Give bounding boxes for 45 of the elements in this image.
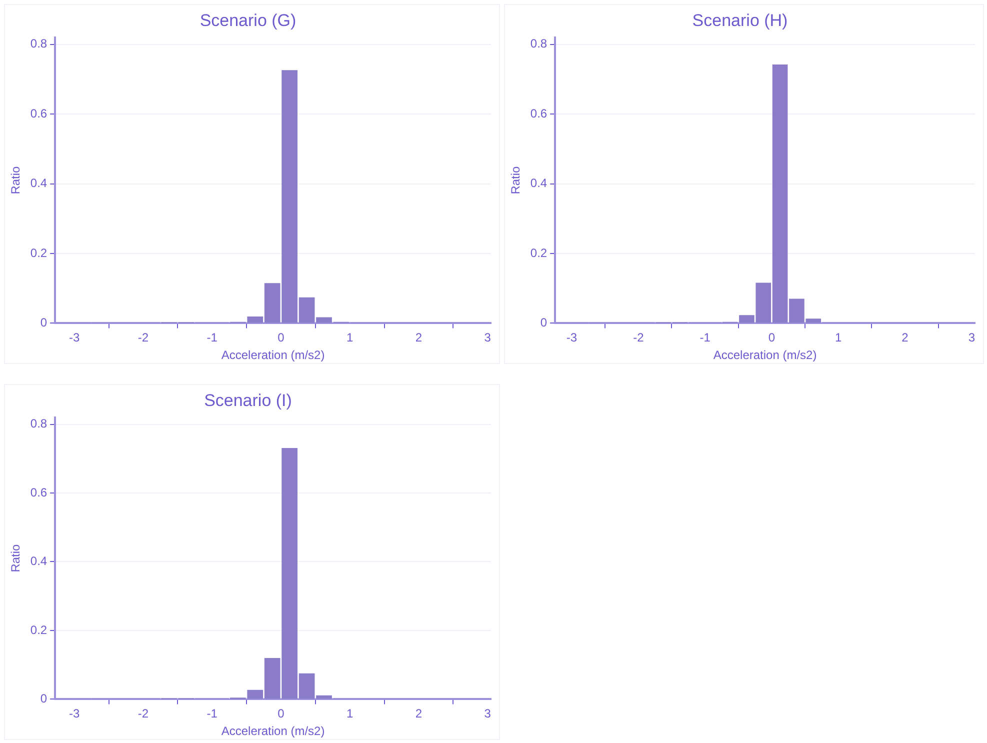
x-tick-label: 3 bbox=[484, 330, 492, 345]
y-tick-label: 0.8 bbox=[530, 36, 548, 51]
y-tick-label: 0.6 bbox=[530, 106, 548, 120]
y-tick-label: 0.2 bbox=[30, 622, 48, 637]
x-tick-label: -2 bbox=[633, 330, 644, 345]
y-tick-label: 0.6 bbox=[30, 485, 48, 500]
y-tick-label: 0.8 bbox=[30, 416, 48, 431]
chart-title: Scenario (G) bbox=[200, 10, 296, 30]
x-tick-label: 1 bbox=[346, 330, 354, 345]
y-tick-label: 0.2 bbox=[30, 246, 48, 260]
y-axis-title: Ratio bbox=[8, 166, 23, 194]
y-tick-label: 0.4 bbox=[30, 176, 48, 190]
x-tick-label: -1 bbox=[206, 330, 218, 345]
x-tick-label: -3 bbox=[69, 706, 80, 721]
x-tick-label: 0 bbox=[768, 330, 776, 345]
x-tick-label: 1 bbox=[835, 330, 842, 345]
chart-title: Scenario (I) bbox=[204, 390, 292, 410]
x-tick-label: 2 bbox=[415, 330, 422, 345]
x-tick-label: 1 bbox=[346, 706, 354, 721]
y-tick-label: 0.8 bbox=[30, 36, 48, 51]
y-axis-title: Ratio bbox=[8, 544, 23, 572]
x-tick-label: 0 bbox=[278, 330, 285, 345]
x-tick-label: 3 bbox=[968, 330, 976, 345]
x-tick-label: -3 bbox=[566, 330, 578, 345]
y-tick-label: 0 bbox=[40, 316, 48, 330]
y-tick-label: 0 bbox=[540, 316, 548, 330]
y-tick-label: 0 bbox=[40, 692, 48, 706]
chart-title: Scenario (H) bbox=[692, 10, 788, 30]
y-tick-label: 0.2 bbox=[530, 246, 548, 260]
x-tick-label: -1 bbox=[206, 706, 218, 721]
x-tick-label: -2 bbox=[138, 706, 149, 721]
y-tick-label: 0.6 bbox=[30, 106, 48, 120]
x-tick-label: 2 bbox=[902, 330, 909, 345]
x-axis-title: Acceleration (m/s2) bbox=[221, 348, 325, 362]
x-tick-label: 2 bbox=[415, 706, 422, 721]
y-tick-label: 0.4 bbox=[530, 176, 548, 190]
y-axis-title: Ratio bbox=[508, 166, 523, 194]
x-axis-title: Acceleration (m/s2) bbox=[713, 348, 817, 362]
x-axis-title: Acceleration (m/s2) bbox=[221, 724, 325, 738]
x-tick-label: -1 bbox=[700, 330, 711, 345]
x-tick-label: -3 bbox=[69, 330, 80, 345]
x-tick-label: -2 bbox=[138, 330, 149, 345]
y-tick-label: 0.4 bbox=[30, 554, 48, 568]
x-tick-label: 0 bbox=[278, 706, 285, 721]
x-tick-label: 3 bbox=[484, 706, 492, 721]
